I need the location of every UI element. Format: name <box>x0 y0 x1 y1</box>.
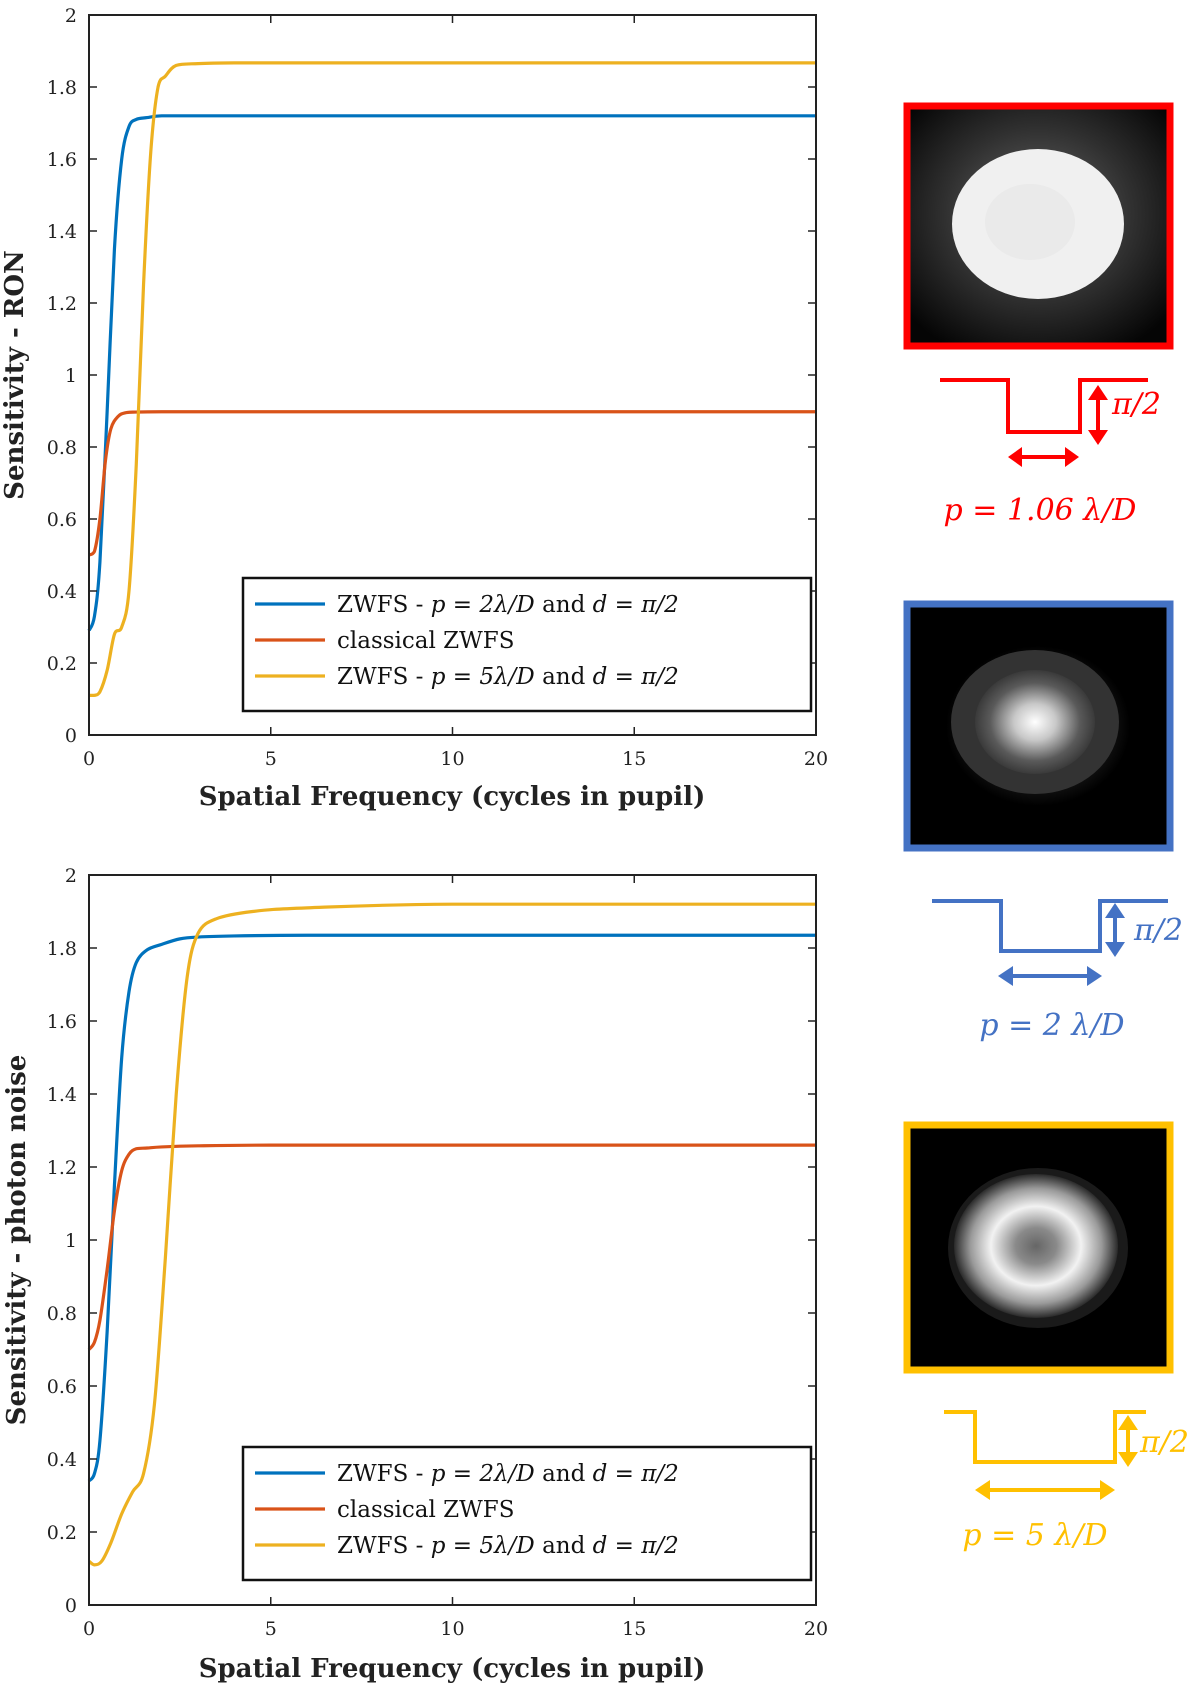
mask-size-label: p = 2 λ/D <box>979 1008 1124 1043</box>
legend-text-part: ZWFS - <box>337 592 431 618</box>
legend-math: p = 5λ/D <box>431 664 535 690</box>
series-line-2 <box>87 1143 816 1351</box>
legend-text-part: ZWFS - <box>337 664 431 690</box>
y-tick-label: 1.4 <box>47 221 77 243</box>
depth-label: π/2 <box>1111 387 1161 422</box>
mask-inset-blue: π/2 p = 2 λ/D <box>903 600 1183 1043</box>
x-tick-label: 10 <box>440 1618 464 1640</box>
y-tick-label: 1.2 <box>47 293 77 315</box>
legend-text-part: ZWFS - <box>337 1533 431 1559</box>
y-tick-label: 2 <box>65 5 77 27</box>
psf-ring <box>954 1174 1118 1318</box>
y-tick-label: 1.6 <box>47 1011 77 1033</box>
y-tick-label: 1.2 <box>47 1157 77 1179</box>
depth-arrowheads <box>1088 385 1108 445</box>
depth-label: π/2 <box>1139 1425 1189 1460</box>
series-line-3 <box>88 61 816 698</box>
x-tick-label: 0 <box>83 748 95 770</box>
y-tick-label: 0.8 <box>47 1303 77 1325</box>
legend: ZWFS - p = 2λ/D and d = π/2 classical ZWF… <box>241 1445 813 1582</box>
image-frame <box>903 1121 1174 1374</box>
legend-entry: classical ZWFS <box>337 628 515 654</box>
mask-inset-yellow: π/2 p = 5 λ/D <box>903 1121 1189 1553</box>
y-axis-label: Sensitivity - RON <box>0 250 30 500</box>
legend-box <box>241 576 813 713</box>
y-tick-label: 1.6 <box>47 149 77 171</box>
legend-text-part: and <box>535 1533 593 1559</box>
depth-arrowheads <box>1105 903 1125 957</box>
legend-math: d = π/2 <box>593 592 679 618</box>
y-tick-label: 1 <box>65 1230 77 1252</box>
x-tick-label: 5 <box>265 1618 277 1640</box>
legend-entry: ZWFS - p = 2λ/D and d = π/2 <box>337 592 679 618</box>
x-tick-label: 0 <box>83 1618 95 1640</box>
psf-core <box>975 670 1095 774</box>
x-tick-label: 20 <box>804 748 828 770</box>
legend-text-part: classical ZWFS <box>337 628 515 654</box>
image-frame <box>903 600 1174 852</box>
y-tick-label: 1 <box>65 365 77 387</box>
series-line-2 <box>88 410 816 557</box>
legend-entry: ZWFS - p = 5λ/D and d = π/2 <box>337 1533 679 1559</box>
x-tick-label: 15 <box>622 1618 646 1640</box>
axis-ticks: 0 5 10 15 20 0 0.2 0.4 0.6 0.8 1 1.2 1.4 1.6 1.8 2 <box>47 865 828 1640</box>
mask-profile <box>940 378 1148 434</box>
x-axis-label: Spatial Frequency (cycles in pupil) <box>199 1654 706 1683</box>
legend-text-part: ZWFS - <box>337 1461 431 1487</box>
axis-ticks: 0 5 10 15 20 0 0.2 0.4 0.6 0.8 1 1.2 1.4 1.6 1.8 2 <box>47 5 828 770</box>
legend-entry: ZWFS - p = 2λ/D and d = π/2 <box>337 1461 679 1487</box>
y-tick-label: 0.6 <box>47 509 77 531</box>
y-tick-label: 0.2 <box>47 1522 77 1544</box>
legend-text-part: and <box>535 664 593 690</box>
y-tick-label: 1.4 <box>47 1084 77 1106</box>
y-tick-label: 0.2 <box>47 653 77 675</box>
x-tick-label: 20 <box>804 1618 828 1640</box>
x-tick-label: 15 <box>622 748 646 770</box>
legend-text-part: classical ZWFS <box>337 1497 515 1523</box>
mask-inset-red: π/2 p = 1.06 λ/D <box>903 102 1174 528</box>
mask-size-label: p = 5 λ/D <box>962 1518 1107 1553</box>
legend-math: d = π/2 <box>593 1533 679 1559</box>
y-tick-label: 0.4 <box>47 581 77 603</box>
legend-math: d = π/2 <box>593 1461 679 1487</box>
x-tick-label: 10 <box>440 748 464 770</box>
mask-size-label: p = 1.06 λ/D <box>944 493 1137 528</box>
legend-entry: classical ZWFS <box>337 1497 515 1523</box>
legend-text-part: and <box>535 592 593 618</box>
image-frame <box>903 102 1174 350</box>
legend-box <box>241 1445 813 1582</box>
y-tick-label: 0.4 <box>47 1449 77 1471</box>
y-tick-label: 2 <box>65 865 77 887</box>
series-lines <box>87 902 816 1567</box>
y-tick-label: 0.8 <box>47 437 77 459</box>
mask-profile <box>944 1410 1146 1464</box>
y-tick-label: 0 <box>65 725 77 747</box>
y-axis-label: Sensitivity - photon noise <box>2 1055 32 1426</box>
chart-photon-noise: 0 5 10 15 20 0 0.2 0.4 0.6 0.8 1 1.2 1.4 1.6 1.8 2 Spat… <box>2 865 828 1683</box>
legend-math: p = 5λ/D <box>431 1533 535 1559</box>
psf-disk-center <box>985 184 1075 260</box>
y-tick-label: 0 <box>65 1595 77 1617</box>
series-line-3 <box>87 902 816 1567</box>
chart-ron: 0 5 10 15 20 0 0.2 0.4 0.6 0.8 1 1.2 1.4 1.6 1.8 2 Spat… <box>0 5 828 812</box>
legend-entry: ZWFS - p = 5λ/D and d = π/2 <box>337 664 679 690</box>
y-tick-label: 0.6 <box>47 1376 77 1398</box>
depth-label: π/2 <box>1133 913 1183 948</box>
y-tick-label: 1.8 <box>47 938 77 960</box>
width-arrowheads <box>975 1480 1115 1500</box>
legend-math: d = π/2 <box>593 664 679 690</box>
x-tick-label: 5 <box>265 748 277 770</box>
legend-text-part: and <box>535 1461 593 1487</box>
x-axis-label: Spatial Frequency (cycles in pupil) <box>199 782 706 812</box>
y-tick-label: 1.8 <box>47 77 77 99</box>
legend-math: p = 2λ/D <box>431 592 535 618</box>
series-lines <box>87 61 816 698</box>
legend: ZWFS - p = 2λ/D and d = π/2 classical ZWF… <box>241 576 813 713</box>
legend-math: p = 2λ/D <box>431 1461 535 1487</box>
series-line-1 <box>87 933 816 1483</box>
mask-profile <box>932 899 1168 953</box>
depth-arrowheads <box>1118 1415 1138 1467</box>
